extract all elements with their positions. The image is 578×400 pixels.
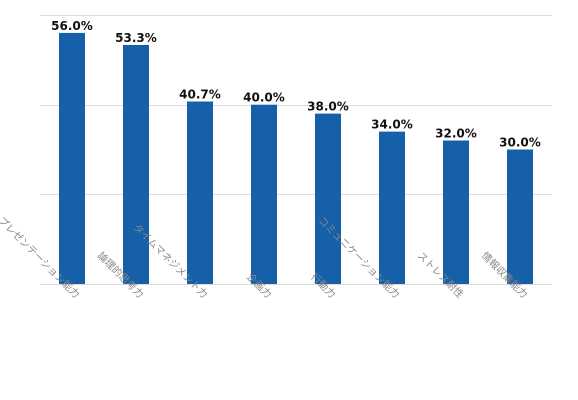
data-label-6: 34.0% (371, 118, 413, 132)
bar-8 (507, 149, 533, 284)
data-labels: 56.0% 53.3% 40.7% 40.0% 38.0% 34.0% 32.0% 30.0% (51, 19, 541, 150)
bar-4 (251, 104, 277, 284)
bars (59, 32, 533, 285)
gridlines (40, 15, 552, 285)
data-label-1: 56.0% (51, 19, 93, 33)
data-label-7: 32.0% (435, 127, 477, 141)
bar-3 (187, 101, 213, 284)
data-label-4: 40.0% (243, 91, 285, 105)
data-label-2: 53.3% (115, 31, 157, 45)
data-label-8: 30.0% (499, 136, 541, 150)
bar-7 (443, 140, 469, 284)
data-label-3: 40.7% (179, 88, 221, 102)
bar-5 (315, 113, 341, 284)
bar-1 (59, 32, 85, 285)
data-label-5: 38.0% (307, 100, 349, 114)
bar-2 (123, 45, 149, 284)
bar-6 (379, 131, 405, 284)
